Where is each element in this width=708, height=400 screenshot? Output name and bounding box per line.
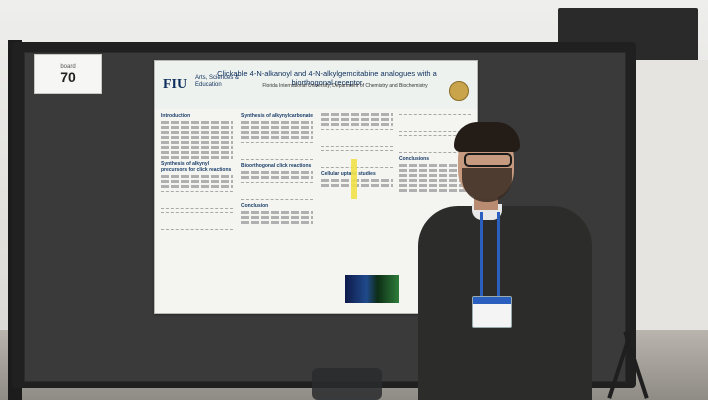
molecule-figure bbox=[161, 212, 233, 230]
molecule-figure bbox=[241, 182, 313, 200]
poster-title: Clickable 4-N-alkanoyl and 4-N-alkylgemc… bbox=[217, 69, 437, 87]
reaction-scheme bbox=[321, 150, 393, 168]
poster-column-2: Synthesis of alkynylcarbonate Bioorthogo… bbox=[241, 111, 313, 307]
hair bbox=[454, 122, 520, 152]
poster-header: FIU Arts, Sciences & Education Clickable… bbox=[155, 61, 477, 109]
fiu-logo: FIU bbox=[163, 77, 188, 92]
molecule-figure bbox=[241, 142, 313, 160]
poster-column-3: Cellular uptake studies bbox=[321, 111, 393, 307]
lanyard bbox=[480, 212, 500, 298]
presenter bbox=[410, 120, 600, 400]
poster-column-4: Conclusions bbox=[399, 111, 471, 307]
section-heading: Synthesis of alkynyl precursors for clic… bbox=[161, 161, 232, 173]
microscopy-image bbox=[345, 275, 399, 303]
section-heading: Conclusions bbox=[399, 156, 430, 162]
university-seal-icon bbox=[449, 81, 469, 101]
board-number-label: board bbox=[60, 64, 76, 70]
reaction-scheme bbox=[321, 129, 393, 147]
fiu-logo-subtitle: Arts, Sciences & Education bbox=[195, 75, 240, 88]
section-heading: Synthesis of alkynylcarbonate bbox=[241, 113, 313, 119]
beard bbox=[462, 168, 512, 202]
highlight-figure bbox=[351, 159, 357, 199]
board-stand bbox=[600, 330, 660, 400]
poster-column-1: Introduction Synthesis of alkynyl precur… bbox=[161, 111, 233, 307]
background-person-legs bbox=[312, 368, 382, 400]
section-heading: Bioorthogonal click reactions bbox=[241, 163, 312, 169]
molecule-figure bbox=[399, 135, 471, 153]
glasses-icon bbox=[464, 153, 512, 167]
poster-affiliation: Florida International University, Depart… bbox=[262, 83, 428, 89]
name-badge bbox=[472, 296, 512, 328]
section-heading: Conclusion bbox=[241, 203, 269, 209]
molecule-figure bbox=[161, 191, 233, 209]
section-heading: Introduction bbox=[161, 113, 191, 119]
board-number-card: board 70 bbox=[34, 54, 102, 94]
board-number: 70 bbox=[60, 69, 76, 85]
section-heading: Cellular uptake studies bbox=[321, 171, 376, 177]
molecule-figure bbox=[399, 114, 471, 132]
